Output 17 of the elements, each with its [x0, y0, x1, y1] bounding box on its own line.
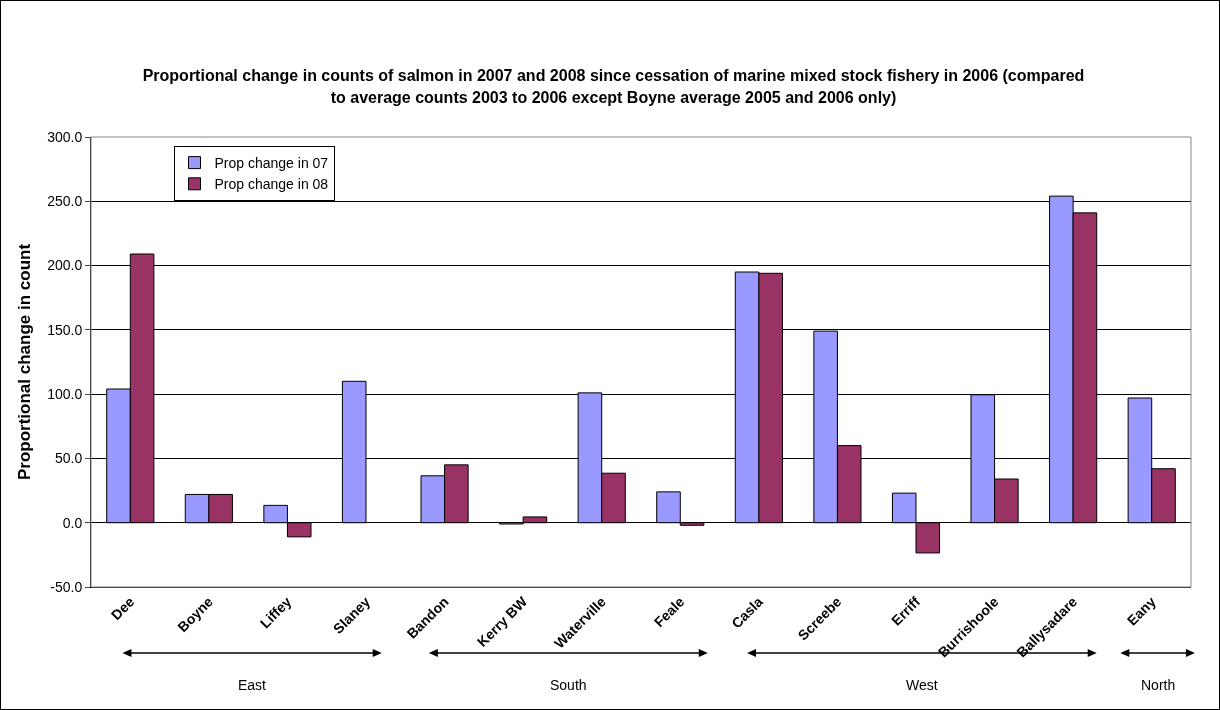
- y-tick-label: 0.0: [62, 514, 83, 531]
- x-tick-label: Dee: [107, 593, 138, 624]
- chart-title: Proportional change in counts of salmon in 2007 and 2008 since cessation of marine mixed stock fishery in 2006 (compared to average counts 2003 to 2006 except Boyne average 2005 and 2006 only): [141, 66, 1086, 108]
- y-tick-label: 300.0: [47, 128, 83, 145]
- y-axis-title: Proportional change in count: [14, 243, 34, 481]
- text: East: [238, 677, 267, 693]
- y-tick-label: 250.0: [47, 193, 83, 210]
- legend-label: Prop change in 08: [214, 176, 329, 193]
- y-tick-label: 100.0: [47, 386, 83, 403]
- y-tick-label: -50.0: [50, 578, 83, 595]
- legend-label: Prop change in 07: [214, 155, 329, 172]
- y-tick-label: 200.0: [47, 257, 83, 274]
- text: North: [1141, 677, 1176, 693]
- text: West: [906, 677, 938, 693]
- text: South: [550, 677, 587, 693]
- y-tick-label: 150.0: [47, 321, 83, 338]
- y-tick-label: 50.0: [54, 450, 83, 467]
